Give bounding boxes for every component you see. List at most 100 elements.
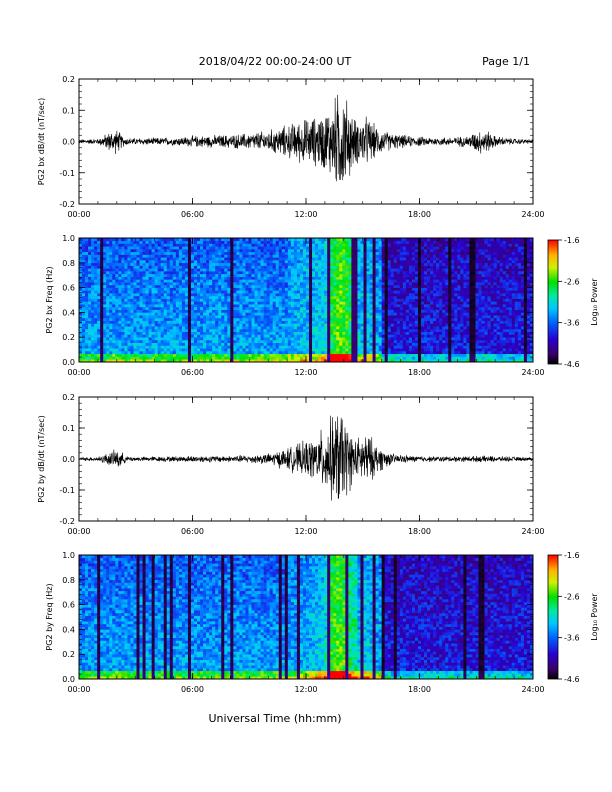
spectrogram-cell xyxy=(245,260,248,263)
spectrogram-cell xyxy=(215,249,218,252)
spectrogram-cell xyxy=(230,310,233,313)
spectrogram-cell xyxy=(209,290,212,293)
spectrogram-cell xyxy=(106,310,109,313)
spectrogram-cell xyxy=(345,268,348,271)
spectrogram-cell xyxy=(245,299,248,302)
spectrogram-cell xyxy=(324,340,327,343)
spectrogram-cell xyxy=(203,323,206,326)
spectrogram-cell xyxy=(130,296,133,299)
spectrogram-cell xyxy=(297,318,300,321)
spectrogram-cell xyxy=(288,285,291,288)
spectrogram-cell xyxy=(315,260,318,263)
spectrogram-cell xyxy=(230,356,233,359)
spectrogram-cell xyxy=(179,307,182,310)
spectrogram-cell xyxy=(342,312,345,315)
spectrogram-cell xyxy=(300,318,303,321)
spectrogram-cell xyxy=(351,312,354,315)
spectrogram-cell xyxy=(273,321,276,324)
spectrogram-cell xyxy=(394,329,397,332)
spectrogram-cell xyxy=(88,255,91,258)
spectrogram-cell xyxy=(203,246,206,249)
spectrogram-cell xyxy=(230,348,233,351)
spectrogram-cell xyxy=(197,268,200,271)
spectrogram-cell xyxy=(376,304,379,307)
spectrogram-cell xyxy=(388,296,391,299)
spectrogram-cell xyxy=(140,301,143,304)
spectrogram-cell xyxy=(245,304,248,307)
spectrogram-cell xyxy=(170,315,173,318)
spectrogram-cell xyxy=(351,244,354,247)
spectrogram-cell xyxy=(97,271,100,274)
spectrogram-cell xyxy=(318,271,321,274)
spectrogram-cell xyxy=(209,334,212,337)
spectrogram-cell xyxy=(327,285,330,288)
spectrogram-cell xyxy=(188,351,191,354)
spectrogram-cell xyxy=(230,318,233,321)
spectrogram-cell xyxy=(221,246,224,249)
spectrogram-cell xyxy=(130,337,133,340)
spectrogram-cell xyxy=(233,326,236,329)
spectrogram-cell xyxy=(252,304,255,307)
spectrogram-cell xyxy=(261,260,264,263)
spectrogram-cell xyxy=(391,268,394,271)
spectrogram-cell xyxy=(185,354,188,357)
spectrogram-cell xyxy=(218,334,221,337)
spectrogram-cell xyxy=(133,315,136,318)
spectrogram-cell xyxy=(230,285,233,288)
spectrogram-cell xyxy=(327,282,330,285)
spectrogram-cell xyxy=(239,312,242,315)
spectrogram-cell xyxy=(146,255,149,258)
spectrogram-cell xyxy=(318,277,321,280)
spectrogram-cell xyxy=(82,296,85,299)
spectrogram-cell xyxy=(200,340,203,343)
spectrogram-cell xyxy=(357,277,360,280)
spectrogram-cell xyxy=(264,318,267,321)
spectrogram-cell xyxy=(143,244,146,247)
spectrogram-cell xyxy=(300,329,303,332)
spectrogram-cell xyxy=(318,282,321,285)
spectrogram-cell xyxy=(327,304,330,307)
spectrogram-cell xyxy=(345,329,348,332)
spectrogram-cell xyxy=(379,246,382,249)
spectrogram-cell xyxy=(279,282,282,285)
spectrogram-cell xyxy=(400,315,403,318)
spectrogram-cell xyxy=(288,263,291,266)
spectrogram-cell xyxy=(264,277,267,280)
spectrogram-cell xyxy=(276,321,279,324)
spectrogram-cell xyxy=(173,255,176,258)
spectrogram-cell xyxy=(270,260,273,263)
spectrogram-cell xyxy=(300,323,303,326)
spectrogram-cell xyxy=(403,257,406,260)
spectrogram-cell xyxy=(248,323,251,326)
spectrogram-cell xyxy=(255,288,258,291)
spectrogram-cell xyxy=(239,260,242,263)
spectrogram-cell xyxy=(88,288,91,291)
spectrogram-cell xyxy=(282,277,285,280)
spectrogram-cell xyxy=(215,356,218,359)
spectrogram-cell xyxy=(121,263,124,266)
spectrogram-cell xyxy=(100,249,103,252)
spectrogram-cell xyxy=(161,260,164,263)
spectrogram-cell xyxy=(348,246,351,249)
spectrogram-cell xyxy=(218,279,221,282)
spectrogram-cell xyxy=(397,255,400,258)
spectrogram-cell xyxy=(279,241,282,244)
spectrogram-cell xyxy=(339,343,342,346)
spectrogram-cell xyxy=(273,343,276,346)
spectrogram-cell xyxy=(164,241,167,244)
spectrogram-cell xyxy=(330,315,333,318)
spectrogram-cell xyxy=(209,332,212,335)
spectrogram-cell xyxy=(351,321,354,324)
spectrogram-cell xyxy=(221,334,224,337)
spectrogram-cell xyxy=(127,279,130,282)
spectrogram-cell xyxy=(367,318,370,321)
spectrogram-cell xyxy=(294,321,297,324)
spectrogram-cell xyxy=(403,255,406,258)
spectrogram-cell xyxy=(188,356,191,359)
spectrogram-cell xyxy=(364,244,367,247)
spectrogram-cell xyxy=(285,348,288,351)
spectrogram-cell xyxy=(167,268,170,271)
spectrogram-cell xyxy=(97,312,100,315)
spectrogram-cell xyxy=(179,296,182,299)
spectrogram-cell xyxy=(112,282,115,285)
